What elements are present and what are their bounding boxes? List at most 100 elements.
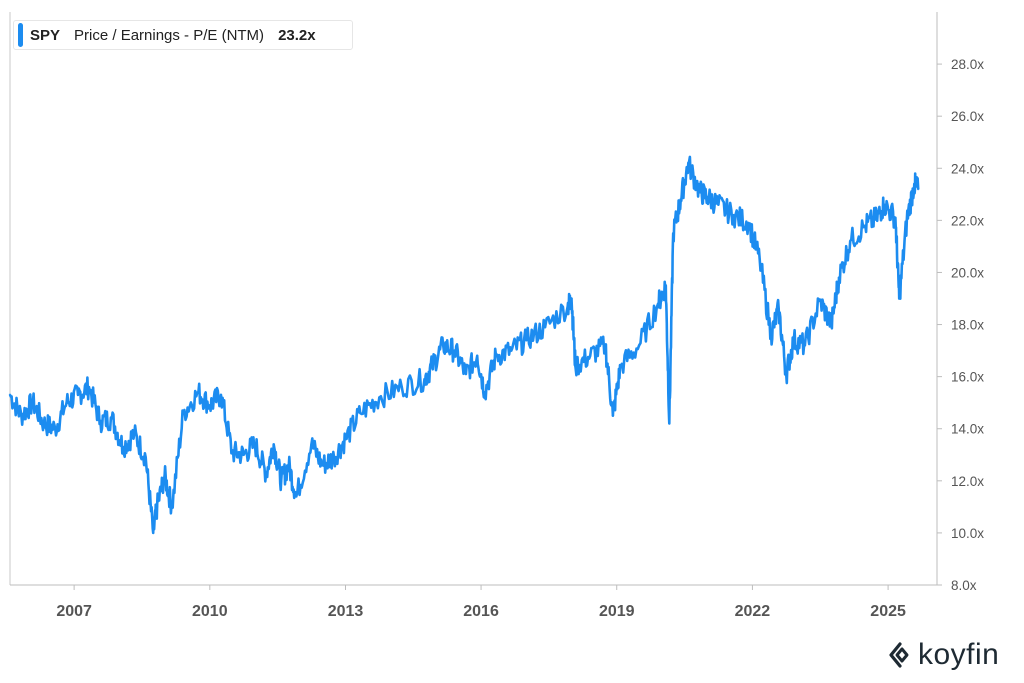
plot-frame xyxy=(9,12,938,586)
data-point xyxy=(65,401,68,404)
data-point xyxy=(99,419,102,423)
data-point xyxy=(679,198,682,201)
series-layer xyxy=(8,155,920,535)
data-point xyxy=(264,471,268,475)
legend-current-value: 23.2x xyxy=(278,26,316,44)
y-tick-label: 8.0x xyxy=(951,578,977,593)
legend[interactable]: SPY Price / Earnings - P/E (NTM) 23.2x xyxy=(13,20,353,50)
data-point xyxy=(441,344,445,347)
series-line-spy xyxy=(8,155,920,535)
data-point xyxy=(687,161,690,165)
y-tick-label: 24.0x xyxy=(951,161,984,176)
data-point xyxy=(423,378,426,381)
data-point xyxy=(706,195,709,199)
data-point xyxy=(543,325,547,329)
x-tick-label: 2025 xyxy=(870,603,906,620)
data-point xyxy=(272,443,275,446)
data-point xyxy=(155,505,159,509)
data-point xyxy=(144,456,147,459)
data-point xyxy=(133,432,136,436)
data-point xyxy=(747,221,750,225)
data-point xyxy=(671,232,675,235)
data-point xyxy=(785,372,788,376)
data-point xyxy=(837,276,841,279)
data-point xyxy=(916,187,920,191)
data-point xyxy=(31,401,34,404)
data-point xyxy=(589,354,592,357)
data-point xyxy=(818,299,822,303)
data-point xyxy=(321,463,324,467)
data-point xyxy=(242,453,245,456)
data-point xyxy=(698,190,701,193)
data-point xyxy=(121,445,125,449)
data-point xyxy=(849,240,852,243)
data-point xyxy=(152,531,155,535)
data-point xyxy=(864,224,867,227)
data-point xyxy=(208,404,212,407)
data-point xyxy=(525,338,528,342)
data-point xyxy=(883,203,886,206)
data-point xyxy=(668,422,671,425)
data-point xyxy=(913,182,916,186)
data-point xyxy=(280,479,283,483)
data-point xyxy=(769,333,773,337)
data-point xyxy=(777,307,780,311)
data-point xyxy=(637,344,641,347)
data-point xyxy=(110,417,113,420)
x-tick-label: 2022 xyxy=(735,603,771,620)
koyfin-logo: koyfin xyxy=(888,640,999,670)
data-point xyxy=(76,393,80,397)
data-point xyxy=(604,344,607,347)
data-point xyxy=(611,414,615,417)
data-point xyxy=(476,354,479,357)
data-point xyxy=(570,297,573,300)
data-point xyxy=(219,393,223,397)
data-point xyxy=(898,297,901,300)
data-point xyxy=(163,474,166,477)
data-point xyxy=(875,216,878,219)
data-point xyxy=(310,443,313,446)
data-point xyxy=(42,422,45,425)
data-point xyxy=(430,365,434,368)
data-point xyxy=(619,365,622,368)
x-tick-label: 2007 xyxy=(56,603,92,620)
y-tick-label: 28.0x xyxy=(951,57,984,72)
data-point xyxy=(295,495,298,498)
data-point xyxy=(510,349,513,352)
data-point xyxy=(359,411,362,415)
legend-metric-label: Price / Earnings - P/E (NTM) xyxy=(74,26,265,44)
data-point xyxy=(400,385,404,389)
y-axis: 8.0x 10.0x 12.0x 14.0x 16.0x 18.0x 20.0x 22.0x 2… xyxy=(937,57,984,593)
data-point xyxy=(905,219,908,222)
data-point xyxy=(494,354,498,357)
data-point xyxy=(453,349,456,352)
data-point xyxy=(197,391,200,394)
data-point xyxy=(231,450,234,454)
y-tick-label: 14.0x xyxy=(951,422,984,437)
data-point xyxy=(758,258,761,261)
data-point xyxy=(287,463,290,467)
y-tick-label: 22.0x xyxy=(951,213,984,228)
data-point xyxy=(332,456,336,459)
data-point xyxy=(253,443,257,446)
x-tick-label: 2019 xyxy=(599,603,635,620)
y-tick-label: 16.0x xyxy=(951,370,984,385)
koyfin-chevron-logo-icon xyxy=(889,642,909,668)
legend-color-swatch xyxy=(18,23,23,47)
brand-name: koyfin xyxy=(918,638,1000,671)
data-point xyxy=(566,305,569,308)
data-point xyxy=(170,505,174,509)
y-tick-label: 12.0x xyxy=(951,474,984,489)
data-point xyxy=(574,365,577,368)
data-point xyxy=(378,396,381,399)
data-point xyxy=(803,344,807,347)
legend-ticker: SPY xyxy=(30,26,61,44)
data-point xyxy=(8,393,12,397)
y-tick-label: 18.0x xyxy=(951,318,984,333)
data-point xyxy=(483,391,487,394)
data-point xyxy=(792,338,795,342)
data-point xyxy=(87,385,91,389)
data-point xyxy=(20,414,23,417)
data-point xyxy=(344,437,347,441)
